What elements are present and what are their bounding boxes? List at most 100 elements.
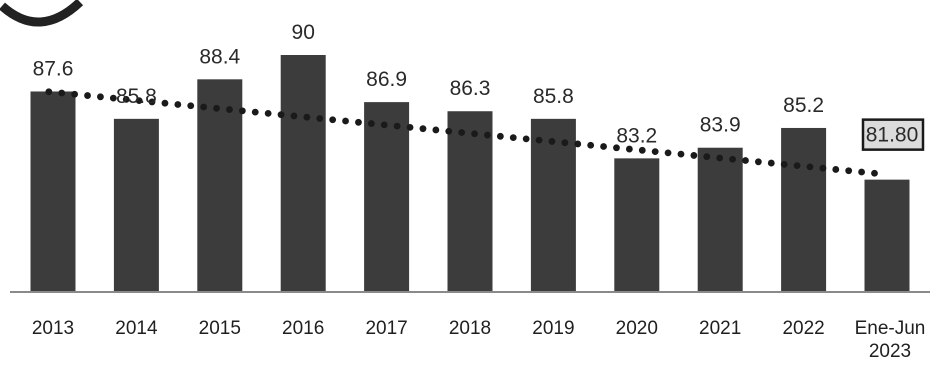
trend-dot [406,124,414,131]
bar [697,147,743,292]
trend-dot [380,121,388,129]
trend-dot [200,103,208,111]
trend-dot [213,104,220,112]
trend-dot [148,98,156,106]
trend-dot [548,138,556,145]
trend-dot [793,162,801,170]
x-tick-label: 2017 [365,318,407,339]
value-label: 85.8 [116,85,157,108]
trend-dot [277,111,285,119]
value-label: 85.8 [533,85,574,108]
bar [614,158,660,292]
trend-dot [342,117,349,125]
bar [364,102,410,293]
trend-dot [393,122,401,130]
x-tick-label: 2018 [449,318,491,339]
trend-dot [367,120,375,127]
value-label: 83.2 [616,124,657,147]
value-label: 86.9 [366,68,407,91]
trend-dot [290,112,298,120]
x-tick-label: 2016 [282,318,324,339]
trend-dot [496,132,504,140]
bar [447,111,493,293]
trend-dot [832,166,840,173]
value-label: 87.6 [33,57,74,80]
trend-line [45,88,878,177]
x-tick-label: 2013 [32,318,74,339]
trend-dot [45,88,53,96]
trend-dot [780,160,788,168]
value-label: 90 [292,21,315,44]
x-tick-label: 2023 [869,341,911,362]
trend-dot [355,118,362,126]
trend-dot [509,134,517,141]
bar [781,127,827,293]
x-tick-label: 2015 [199,318,241,339]
trend-dot [871,169,878,177]
trend-dot [109,94,117,102]
trend-dot [432,126,440,134]
trend-dot [84,92,91,99]
x-tick-label: 2022 [782,318,824,339]
x-tick-label: 2019 [532,318,574,339]
trend-dot [600,143,607,150]
trend-dot [845,167,853,175]
trend-dot [303,113,311,121]
trend-dot [625,145,633,153]
x-tick-label: 2020 [616,318,658,339]
trend-dot [419,125,427,133]
trend-dot [161,99,169,107]
x-tick-label: 2014 [115,318,158,339]
trend-dot [226,106,233,113]
trend-dot [574,140,582,148]
trend-dot [716,154,724,162]
trend-dot [251,108,259,116]
trend-dot [638,146,646,154]
trend-dot [58,89,66,97]
highlight-box [861,118,925,151]
trend-dot [819,164,827,172]
trend-dot [71,90,79,98]
bar [113,118,159,292]
trend-dot [329,116,337,124]
value-label: 83.9 [700,114,741,137]
bar [30,91,76,292]
trend-dot [767,159,775,167]
value-label: 85.2 [783,94,824,117]
value-label: 81.80 [866,124,919,147]
trend-dot [613,144,620,152]
labels-layer: 87.6 85.8 88.4 90 86.9 86.3 85.8 83.2 83.9 85.2 81… [32,21,926,362]
trend-dot [135,97,143,105]
x-tick-label: Ene-Jun [855,318,926,339]
trend-dot [264,109,272,117]
trend-dot [677,150,685,158]
trend-dot [587,141,595,149]
trend-dot [664,149,672,157]
trend-dot [754,158,762,166]
trend-dot [858,168,865,176]
trend-dot [187,102,195,110]
bar [864,179,910,292]
trend-dot [690,152,698,159]
trend-dot [703,153,711,161]
trend-dot [484,131,491,139]
trend-dot [97,93,104,101]
x-tick-label: 2021 [699,318,741,339]
logo-arc-icon [0,0,84,27]
bars-layer [30,55,910,293]
trend-dot [651,148,659,156]
trend-dot [458,129,466,136]
trend-dot [561,139,569,147]
trend-dot [729,155,736,163]
trend-dot [742,157,749,164]
trend-dot [445,127,453,135]
trend-dot [522,135,530,143]
value-label: 88.4 [199,45,240,68]
trend-dot [238,107,246,115]
trend-dot [806,163,814,171]
trend-dot [471,130,478,138]
trend-dot [316,115,324,122]
value-label: 86.3 [450,77,491,100]
trend-dot [174,101,182,108]
